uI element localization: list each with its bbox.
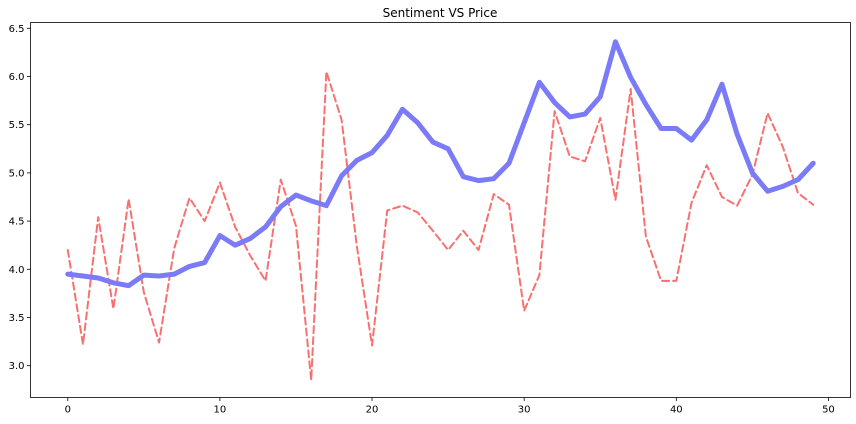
y-axis-ticks: 3.0 3.5 4.0 4.5 5.0 5.5 6.0 6.5 <box>9 24 31 372</box>
y-tick-label: 5.0 <box>9 168 25 179</box>
y-tick-label: 4.0 <box>9 265 25 276</box>
y-tick-label: 4.5 <box>9 217 25 228</box>
series-lines <box>65 39 816 382</box>
series-line-dashed <box>66 70 815 382</box>
series-line-solid <box>65 39 816 289</box>
y-tick-label: 6.0 <box>9 72 25 83</box>
y-tick-label: 6.5 <box>9 24 25 35</box>
plot-frame <box>30 22 851 398</box>
x-tick-label: 40 <box>670 405 683 416</box>
chart-title: Sentiment VS Price <box>383 6 498 20</box>
x-tick-label: 10 <box>214 405 227 416</box>
x-tick-label: 0 <box>65 405 71 416</box>
x-axis-ticks: 0 10 20 30 40 50 <box>65 397 835 416</box>
y-tick-label: 5.5 <box>9 120 25 131</box>
x-tick-label: 50 <box>822 405 835 416</box>
x-tick-label: 20 <box>366 405 379 416</box>
x-tick-label: 30 <box>518 405 531 416</box>
y-tick-label: 3.0 <box>9 361 25 372</box>
y-tick-label: 3.5 <box>9 313 25 324</box>
